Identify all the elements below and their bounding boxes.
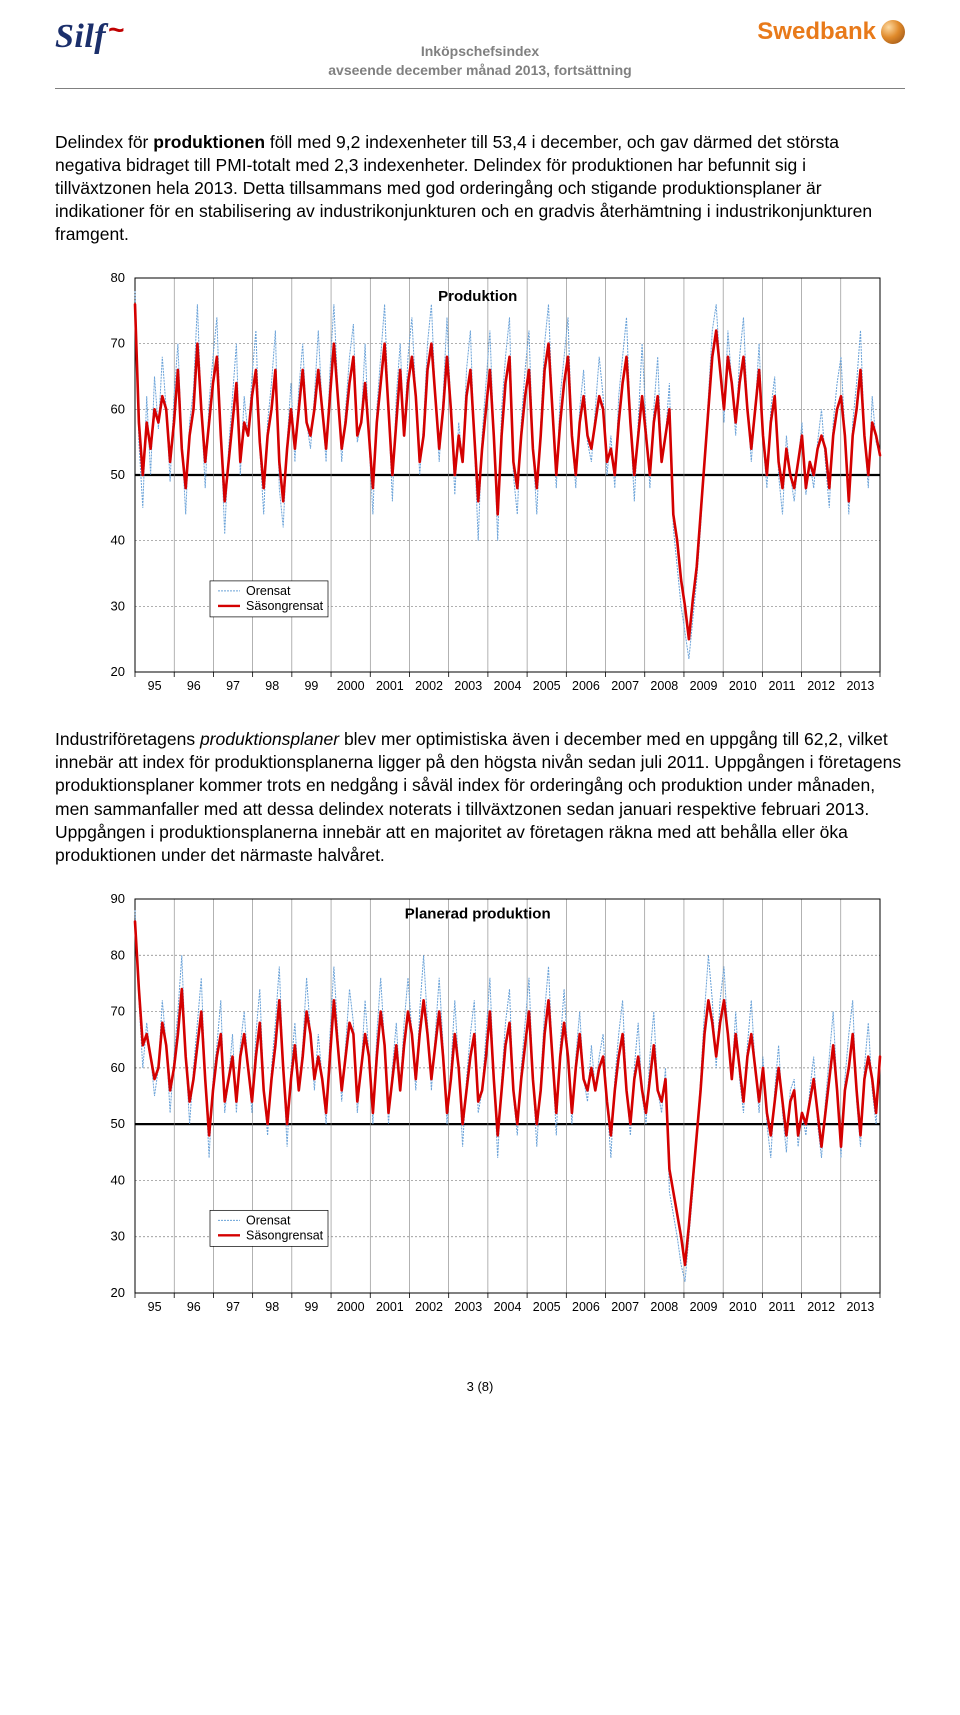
svg-text:2012: 2012 <box>807 679 835 693</box>
chart-produktion: 20 30 40 50 60 70 80 95 96 97 98 99 2000 2001 2002 2003… <box>90 270 890 700</box>
svg-text:60: 60 <box>111 402 125 417</box>
svg-text:60: 60 <box>111 1060 125 1075</box>
svg-text:2005: 2005 <box>533 1300 561 1314</box>
svg-text:98: 98 <box>265 679 279 693</box>
svg-text:70: 70 <box>111 336 125 351</box>
doc-subtitle: Inköpschefsindex avseende december månad… <box>55 42 905 80</box>
svg-text:70: 70 <box>111 1003 125 1018</box>
svg-text:2005: 2005 <box>533 679 561 693</box>
page-number: 3 (8) <box>55 1379 905 1394</box>
swedbank-logo-text: Swedbank <box>757 18 876 46</box>
svg-text:20: 20 <box>111 1285 125 1300</box>
svg-text:99: 99 <box>304 679 318 693</box>
svg-text:80: 80 <box>111 947 125 962</box>
paragraph-planerad: Industriföretagens produktionsplaner ble… <box>55 728 905 867</box>
svg-text:2003: 2003 <box>454 1300 482 1314</box>
svg-text:97: 97 <box>226 679 240 693</box>
svg-text:97: 97 <box>226 1300 240 1314</box>
svg-text:Säsongrensat: Säsongrensat <box>246 599 324 613</box>
svg-text:2007: 2007 <box>611 1300 639 1314</box>
svg-text:2011: 2011 <box>769 679 796 693</box>
chart-produktion-svg: 20 30 40 50 60 70 80 95 96 97 98 99 2000 2001 2002 2003… <box>90 270 890 700</box>
swedbank-circle-icon <box>881 20 905 44</box>
swedbank-logo: Swedbank <box>757 18 905 46</box>
svg-text:2009: 2009 <box>690 1300 718 1314</box>
svg-text:Planerad produktion: Planerad produktion <box>405 906 551 923</box>
svg-text:2003: 2003 <box>454 679 482 693</box>
svg-text:2001: 2001 <box>376 1300 404 1314</box>
svg-text:80: 80 <box>111 270 125 285</box>
header-rule <box>55 88 905 89</box>
svg-text:2008: 2008 <box>650 679 678 693</box>
silf-logo-text: Silf <box>55 18 106 56</box>
svg-text:30: 30 <box>111 1229 125 1244</box>
svg-text:96: 96 <box>187 679 201 693</box>
svg-text:95: 95 <box>148 1300 162 1314</box>
svg-text:2004: 2004 <box>494 679 522 693</box>
silf-logo-accent: ~ <box>108 16 124 44</box>
svg-text:2004: 2004 <box>494 1300 522 1314</box>
svg-text:95: 95 <box>148 679 162 693</box>
svg-text:2002: 2002 <box>415 1300 443 1314</box>
silf-logo: Silf ~ <box>55 18 124 56</box>
paragraph-produktion: Delindex för produktionen föll med 9,2 i… <box>55 131 905 246</box>
svg-text:Orensat: Orensat <box>246 584 291 598</box>
svg-text:40: 40 <box>111 533 125 548</box>
svg-text:2002: 2002 <box>415 679 443 693</box>
svg-text:50: 50 <box>111 467 125 482</box>
svg-text:Säsongrensat: Säsongrensat <box>246 1228 324 1242</box>
svg-text:98: 98 <box>265 1300 279 1314</box>
chart-planerad: 20 30 40 50 60 70 80 90 95 96 97 98 99 2000 2001 2002 20… <box>90 891 890 1321</box>
svg-text:2000: 2000 <box>337 1300 365 1314</box>
svg-text:Produktion: Produktion <box>438 288 517 305</box>
svg-text:2011: 2011 <box>769 1300 796 1314</box>
svg-text:2001: 2001 <box>376 679 404 693</box>
svg-text:50: 50 <box>111 1116 125 1131</box>
svg-text:2009: 2009 <box>690 679 718 693</box>
svg-text:2013: 2013 <box>846 1300 874 1314</box>
svg-text:99: 99 <box>304 1300 318 1314</box>
svg-text:2010: 2010 <box>729 1300 757 1314</box>
svg-text:20: 20 <box>111 664 125 679</box>
svg-text:90: 90 <box>111 891 125 906</box>
svg-text:2006: 2006 <box>572 1300 600 1314</box>
svg-text:2000: 2000 <box>337 679 365 693</box>
svg-text:2006: 2006 <box>572 679 600 693</box>
chart-planerad-svg: 20 30 40 50 60 70 80 90 95 96 97 98 99 2000 2001 2002 20… <box>90 891 890 1321</box>
svg-text:2007: 2007 <box>611 679 639 693</box>
svg-text:2008: 2008 <box>650 1300 678 1314</box>
svg-text:30: 30 <box>111 599 125 614</box>
svg-text:2010: 2010 <box>729 679 757 693</box>
svg-text:Orensat: Orensat <box>246 1213 291 1227</box>
svg-text:2013: 2013 <box>846 679 874 693</box>
svg-text:40: 40 <box>111 1172 125 1187</box>
svg-text:2012: 2012 <box>807 1300 835 1314</box>
svg-text:96: 96 <box>187 1300 201 1314</box>
